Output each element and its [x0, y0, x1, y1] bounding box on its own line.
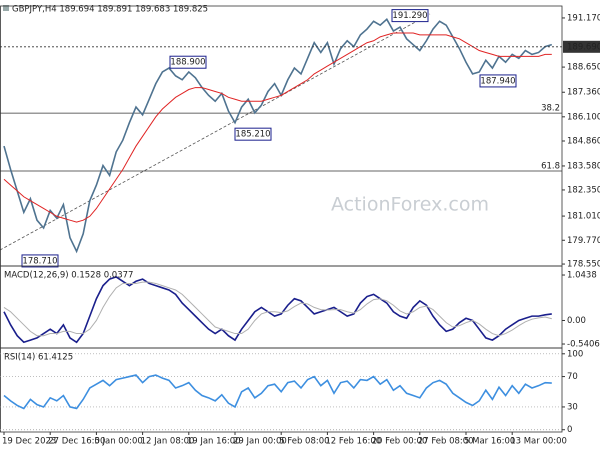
indicator-title: RSI(14) 61.4125: [4, 353, 73, 363]
x-tick-label: 27 Dec 16:00: [48, 437, 105, 447]
y-tick-label: 187.360: [567, 88, 600, 98]
price-annotation-box: [234, 127, 272, 141]
y-tick-label: 178.550: [567, 260, 600, 270]
series-line: [3, 374, 552, 410]
x-tick-label: 12 Feb 16:00: [325, 437, 381, 447]
x-tick-label: 5 Feb 08:00: [279, 437, 329, 447]
y-tick-label: 100: [567, 349, 583, 359]
y-tick-label: 182.350: [567, 185, 600, 195]
current-price-label: 189.690: [567, 42, 600, 52]
y-tick-label: 179.770: [567, 236, 600, 246]
y-tick-label: 181.010: [567, 212, 600, 222]
price-annotation: 187.940: [480, 76, 515, 86]
y-tick-label: 0: [567, 425, 572, 435]
y-tick-label: 0.00: [567, 316, 586, 326]
indicator-title: MACD(12,26,9) 0.1528 0.0377: [4, 271, 133, 281]
series-line: [3, 32, 552, 223]
y-tick-label: 191.170: [567, 13, 600, 23]
symbol-icon: [3, 5, 9, 11]
fib-label: 61.8: [541, 162, 560, 172]
y-tick-label: 1.0438: [567, 271, 597, 281]
y-tick-label: -0.5406: [567, 340, 600, 350]
y-tick-label: 188.650: [567, 63, 600, 73]
x-tick-label: 19 Dec 2023: [2, 437, 56, 447]
y-tick-label: 184.860: [567, 136, 600, 146]
x-tick-label: 27 Feb 08:00: [418, 437, 474, 447]
price-annotation: 178.710: [22, 256, 57, 266]
header: GBPJPY,H4 189.694 189.891 189.683 189.82…: [12, 5, 208, 15]
series-line: [3, 18, 553, 254]
x-tick-label: 19 Jan 16:00: [187, 437, 241, 447]
price-annotation: 188.900: [170, 58, 205, 68]
price-annotation: 185.210: [235, 130, 270, 140]
y-tick-label: 183.580: [567, 161, 600, 171]
fib-label: 38.2: [541, 104, 560, 114]
current-price-box: [563, 40, 600, 53]
y-tick-label: 186.100: [567, 112, 600, 122]
x-tick-label: 13 Mar 00:00: [510, 437, 567, 447]
series-line: [3, 281, 552, 337]
x-tick-label: 12 Jan 08:00: [141, 437, 195, 447]
y-tick-label: 70: [567, 372, 578, 382]
series-line: [3, 276, 552, 344]
price-annotation-box: [21, 254, 59, 268]
x-tick-label: 5 Mar 16:00: [464, 437, 515, 447]
price-annotation: 191.290: [392, 11, 427, 21]
x-tick-label: 20 Feb 00:00: [372, 437, 428, 447]
price-annotation-box: [169, 55, 207, 69]
y-tick-label: 30: [567, 402, 578, 412]
x-tick-label: 5 Jan 00:00: [94, 437, 142, 447]
trend-line: [0, 13, 431, 251]
watermark: ActionForex.com: [331, 194, 489, 216]
price-annotation-box: [479, 74, 517, 88]
x-tick-label: 29 Jan 00:00: [233, 437, 287, 447]
price-annotation-box: [391, 9, 429, 23]
